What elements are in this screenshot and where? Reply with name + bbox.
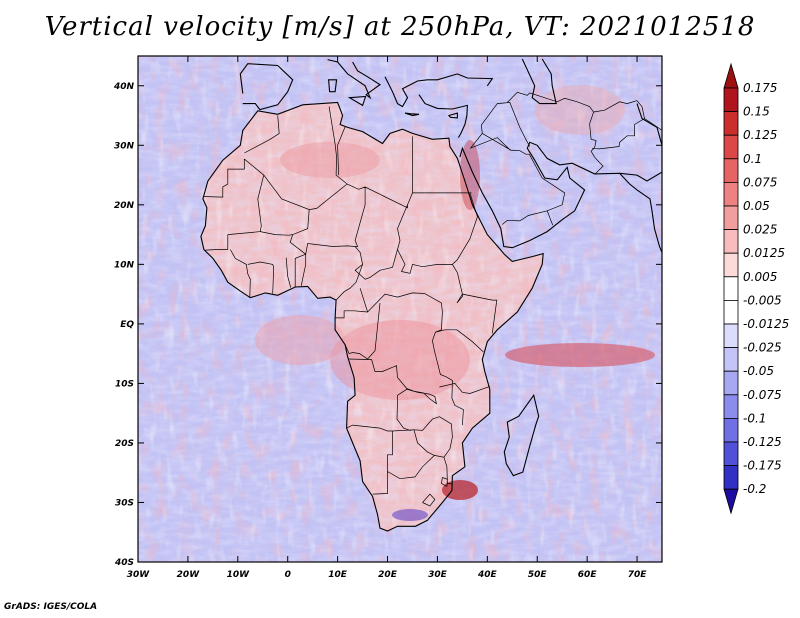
lon-tick-label: 70E xyxy=(628,570,648,580)
colorbar-label: 0.175 xyxy=(743,81,777,95)
colorbar-label: -0.05 xyxy=(743,364,774,378)
colorbar-segment xyxy=(723,441,739,467)
lat-tick-label: 40N xyxy=(113,82,135,92)
colorbar-segment xyxy=(723,252,739,278)
colorbar-label: -0.025 xyxy=(743,341,782,355)
lon-tick-label: 20W xyxy=(177,570,201,580)
lon-tick-label: 20E xyxy=(378,570,398,580)
lon-tick-label: 60E xyxy=(578,570,598,580)
colorbar-label: 0.125 xyxy=(743,128,777,142)
madagascar-coastline xyxy=(503,394,540,477)
colorbar: 0.175 0.15 0.125 0.1 0.075 0.05 0.025 0.0125 0.0… xyxy=(723,62,789,515)
lat-tick-label: 30N xyxy=(114,141,135,151)
lat-tick-label: 20N xyxy=(114,201,135,211)
map-frame-border xyxy=(137,55,663,563)
europe-coastline xyxy=(239,58,557,138)
colorbar-label: 0.005 xyxy=(743,270,777,284)
colorbar-segment xyxy=(723,347,739,372)
colorbar-label: -0.0125 xyxy=(743,317,789,331)
field-layer xyxy=(138,56,662,562)
lat-tick-label: 10S xyxy=(115,379,134,389)
lat-tick-label: 40S xyxy=(114,558,134,568)
lat-tick-label: 20S xyxy=(115,439,134,449)
colorbar-segment xyxy=(723,205,739,231)
lon-tick-label: 10E xyxy=(328,570,348,580)
lon-tick-label: 50E xyxy=(528,570,548,580)
colorbar-segment xyxy=(723,299,739,325)
lon-axis: 30W 20W 10W 0 10E 20E 30E 40E 50E 60E 70E xyxy=(127,56,647,580)
colorbar-label: 0.15 xyxy=(743,105,770,119)
colorbar-segment xyxy=(723,134,739,160)
colorbar-label: -0.075 xyxy=(743,388,782,402)
colorbar-segment xyxy=(723,394,739,419)
colorbar-segment xyxy=(723,276,739,301)
colorbar-segment xyxy=(723,158,739,183)
colorbar-segment xyxy=(723,87,739,113)
colorbar-label: -0.2 xyxy=(743,482,766,496)
colorbar-label: 0.1 xyxy=(743,152,762,166)
colorbar-label: -0.175 xyxy=(743,459,782,473)
colorbar-label: 0.05 xyxy=(743,199,770,213)
coastlines xyxy=(200,58,662,532)
colorbar-label: 0.0125 xyxy=(743,246,785,260)
colorbar-segment xyxy=(723,229,739,254)
colorbar-top-arrow xyxy=(723,62,739,89)
colorbar-label: -0.125 xyxy=(743,435,782,449)
grads-credit: GrADS: IGES/COLA xyxy=(4,602,98,612)
lon-tick-label: 0 xyxy=(285,570,291,580)
colorbar-segment xyxy=(723,111,739,136)
colorbar-segment xyxy=(723,323,739,349)
colorbar-segment xyxy=(723,370,739,396)
colorbar-segment xyxy=(723,417,739,443)
lat-tick-label: 30S xyxy=(115,498,134,508)
africa-coastline xyxy=(200,101,544,532)
chart-title: Vertical velocity [m/s] at 250hPa, VT: 2… xyxy=(44,12,756,42)
lon-tick-label: 30W xyxy=(127,570,151,580)
colorbar-label: -0.1 xyxy=(743,411,766,425)
lon-tick-label: 10W xyxy=(227,570,251,580)
colorbar-label: -0.005 xyxy=(743,293,782,307)
lat-axis: 40N 30N 20N 10N EQ 10S 20S 30S 40S xyxy=(113,82,662,568)
lon-tick-label: 30E xyxy=(428,570,448,580)
country-borders xyxy=(202,91,662,507)
arabia-coastline xyxy=(459,141,662,253)
lon-tick-label: 40E xyxy=(477,570,498,580)
lat-tick-label: 10N xyxy=(114,260,135,270)
lat-tick-label: EQ xyxy=(120,320,134,330)
colorbar-label: 0.025 xyxy=(743,223,777,237)
colorbar-label: 0.075 xyxy=(743,175,777,189)
colorbar-segment xyxy=(723,465,739,490)
colorbar-bottom-arrow xyxy=(723,488,739,515)
india-coastline xyxy=(619,103,662,182)
colorbar-segment xyxy=(723,181,739,207)
